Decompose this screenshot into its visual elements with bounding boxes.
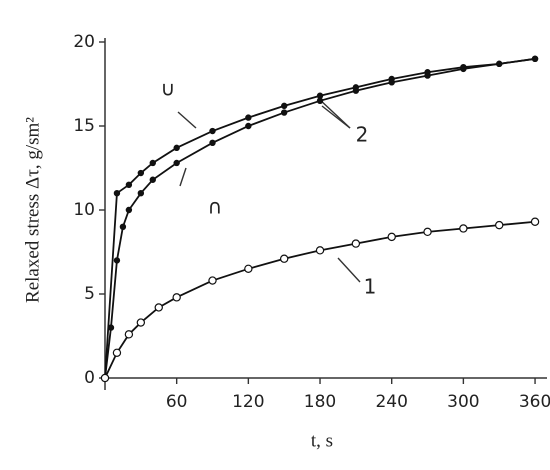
- annotation: ∩: [208, 195, 223, 219]
- data-point: [124, 330, 134, 339]
- y-tick-label: 20: [73, 32, 95, 52]
- x-tick-label: 180: [304, 392, 336, 412]
- data-point: [351, 239, 361, 248]
- data-point: [113, 257, 121, 264]
- x-tick-label: 60: [166, 392, 188, 412]
- data-point: [245, 114, 252, 121]
- data-point: [496, 60, 503, 68]
- leader-line: [179, 167, 187, 187]
- data-point: [113, 189, 121, 197]
- series-line: [104, 57, 536, 379]
- leader-line: [337, 257, 361, 283]
- data-point: [245, 122, 252, 130]
- data-point: [495, 220, 504, 230]
- data-point: [388, 79, 395, 86]
- data-point: [279, 254, 289, 263]
- data-point: [149, 159, 156, 167]
- data-point: [100, 373, 110, 383]
- leader-line: [177, 111, 197, 129]
- data-point: [136, 318, 146, 327]
- data-point: [173, 144, 180, 152]
- y-tick-label: 15: [73, 116, 95, 136]
- data-point: [423, 227, 432, 237]
- data-point: [112, 348, 122, 357]
- data-point: [316, 97, 324, 105]
- data-point: [280, 109, 288, 116]
- annotation: ∪: [161, 77, 176, 101]
- annotation: 2: [356, 123, 369, 147]
- y-tick-label: 5: [84, 284, 95, 304]
- x-tick-label: 300: [447, 392, 479, 412]
- data-point: [137, 169, 145, 177]
- data-point: [530, 217, 540, 226]
- data-point: [316, 92, 324, 99]
- data-point: [125, 206, 133, 214]
- data-point: [173, 159, 180, 167]
- x-tick-label: 360: [519, 392, 550, 412]
- leader-line: [321, 105, 351, 129]
- y-axis-label: Relaxed stress Δτ, g/sm²: [22, 117, 43, 303]
- y-tick-label: 0: [84, 368, 95, 388]
- data-point: [424, 72, 431, 79]
- data-point: [387, 232, 396, 242]
- x-axis-label: t, s: [311, 430, 333, 451]
- data-point: [172, 293, 181, 302]
- data-point: [315, 246, 325, 255]
- data-point: [244, 264, 253, 273]
- annotation: 1: [364, 275, 377, 299]
- data-point: [137, 189, 145, 197]
- data-point: [208, 276, 217, 285]
- data-point: [149, 176, 156, 183]
- series-line: [104, 220, 536, 379]
- data-point: [460, 65, 467, 73]
- x-tick-label: 240: [375, 392, 407, 412]
- data-point: [459, 224, 468, 233]
- data-point: [119, 223, 127, 230]
- y-tick-label: 10: [73, 200, 95, 220]
- series-line: [104, 57, 536, 379]
- data-point: [352, 87, 360, 94]
- data-point: [209, 127, 216, 135]
- data-point: [531, 55, 539, 63]
- data-point: [280, 102, 288, 110]
- data-point: [209, 139, 216, 146]
- leaders: [177, 97, 361, 283]
- data-point: [125, 181, 133, 188]
- x-tick-label: 120: [232, 392, 264, 412]
- data-point: [154, 303, 163, 312]
- data-point: [107, 324, 115, 331]
